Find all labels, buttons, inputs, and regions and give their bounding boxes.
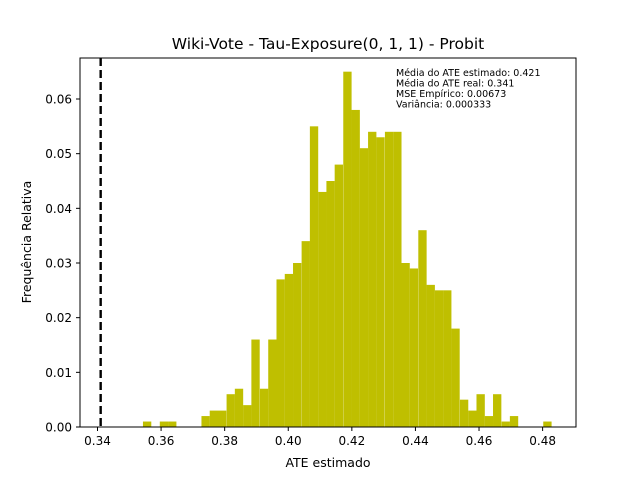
- histogram-bar: [501, 421, 510, 427]
- y-axis: 0.00 0.01 0.02 0.03 0.04 0.05 0.06: [45, 93, 80, 435]
- histogram-bar: [309, 126, 319, 427]
- stats-annotation-line: Média do ATE real: 0.341: [396, 79, 514, 90]
- histogram-bar: [268, 339, 277, 427]
- histogram-bar: [226, 394, 235, 427]
- histogram-bar: [543, 421, 552, 427]
- histogram-bar: [159, 421, 169, 427]
- histogram-bar: [451, 328, 460, 427]
- histogram-bar: [509, 416, 519, 427]
- histogram-bar: [318, 191, 327, 427]
- histogram-bar: [343, 71, 352, 428]
- x-tick-label: 0.42: [338, 434, 365, 448]
- y-tick-label: 0.06: [45, 93, 72, 107]
- x-tick-label: 0.44: [402, 434, 429, 448]
- histogram-bar: [393, 131, 402, 428]
- stats-annotation-line: MSE Empírico: 0.00673: [396, 89, 506, 100]
- histogram-bar: [434, 290, 444, 427]
- stats-annotation-line: Variância: 0.000333: [396, 100, 491, 111]
- y-tick-label: 0.05: [45, 147, 72, 161]
- histogram-bar: [459, 399, 469, 427]
- histogram-bar: [493, 394, 502, 427]
- histogram-bars: [142, 71, 552, 428]
- histogram-bar: [293, 263, 302, 427]
- x-tick-label: 0.38: [211, 434, 238, 448]
- stats-annotation-line: Média do ATE estimado: 0.421: [396, 68, 541, 79]
- histogram-bar: [484, 416, 494, 427]
- histogram-bar: [401, 263, 410, 427]
- histogram-bar: [209, 410, 219, 427]
- histogram-bar: [217, 410, 227, 427]
- x-tick-label: 0.34: [84, 434, 111, 448]
- histogram-bar: [376, 137, 385, 427]
- histogram-bar: [368, 131, 377, 428]
- histogram-bar: [234, 388, 244, 427]
- x-tick-label: 0.48: [529, 434, 556, 448]
- histogram-bar: [243, 405, 252, 427]
- histogram-bar: [476, 394, 485, 427]
- y-tick-label: 0.02: [45, 311, 72, 325]
- y-tick-label: 0.01: [45, 366, 72, 380]
- histogram-bar: [284, 273, 294, 427]
- chart-title: Wiki-Vote - Tau-Exposure(0, 1, 1) - Prob…: [172, 35, 484, 53]
- y-axis-label: Frequência Relativa: [19, 181, 34, 304]
- histogram-bar: [259, 388, 269, 427]
- histogram-bar: [409, 268, 419, 427]
- histogram-bar: [426, 284, 435, 427]
- histogram-bar: [201, 416, 210, 427]
- histogram-bar: [351, 109, 360, 427]
- histogram-bar: [468, 410, 477, 427]
- histogram-bar: [443, 290, 452, 427]
- histogram-bar: [251, 339, 260, 427]
- y-tick-label: 0.00: [45, 421, 72, 435]
- histogram-bar: [359, 148, 369, 427]
- histogram-bar: [384, 131, 394, 428]
- histogram-bar: [301, 241, 310, 427]
- histogram-bar: [276, 279, 285, 427]
- plot-frame: [79, 57, 577, 428]
- histogram-bar: [334, 164, 344, 427]
- histogram-bar: [326, 181, 335, 427]
- y-tick-label: 0.03: [45, 257, 72, 271]
- x-tick-label: 0.36: [148, 434, 175, 448]
- histogram-bar: [142, 421, 152, 427]
- histogram-bar: [418, 230, 427, 427]
- x-tick-label: 0.46: [466, 434, 493, 448]
- x-axis-label: ATE estimado: [285, 455, 370, 470]
- histogram-bar: [168, 421, 177, 427]
- x-tick-label: 0.40: [275, 434, 302, 448]
- y-tick-label: 0.04: [45, 202, 72, 216]
- x-axis: 0.34 0.36 0.38 0.40 0.42 0.44 0.46 0.48: [84, 427, 556, 448]
